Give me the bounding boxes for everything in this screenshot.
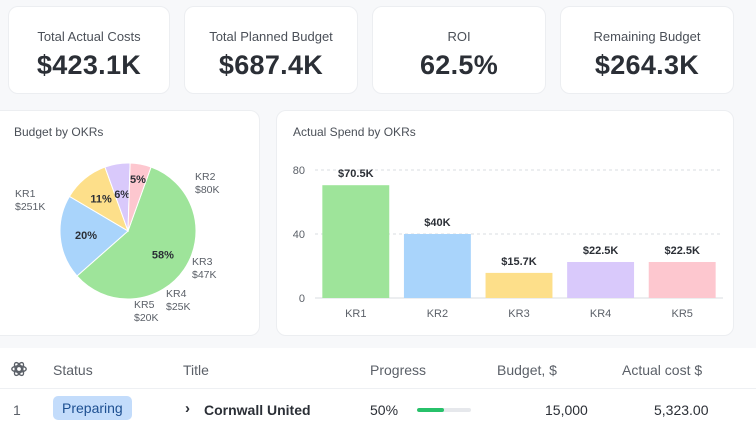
x-tick-label: KR5 xyxy=(671,308,692,320)
kpi-card-total-planned-budget: Total Planned Budget $687.4K xyxy=(184,6,358,94)
bar-value-label: $70.5K xyxy=(338,168,374,180)
kpi-label: Total Actual Costs xyxy=(37,29,141,44)
actual-spend-bar-chart: 80 40 0 $70.5K KR1 $40K KR2 $15.7K KR3 $22.5K KR4 $… xyxy=(293,165,723,320)
pie-slice-kr1[interactable] xyxy=(76,166,197,300)
bar-kr1[interactable] xyxy=(322,185,390,298)
kpi-card-roi: ROI 62.5% xyxy=(372,6,546,94)
kpi-card-remaining-budget: Remaining Budget $264.3K xyxy=(560,6,734,94)
pie-slice-amount-label: $47K xyxy=(192,269,217,281)
kpi-card-total-actual-costs: Total Actual Costs $423.1K xyxy=(8,6,170,94)
pie-percent-label: 20% xyxy=(75,230,97,242)
budget-by-okrs-panel: Budget by OKRs 58% KR1 $251K 20% KR2 $80K 11% K… xyxy=(0,110,260,336)
kpi-label: Remaining Budget xyxy=(593,29,701,44)
x-tick-label: KR4 xyxy=(590,308,611,320)
panel-title: Budget by OKRs xyxy=(14,125,104,139)
kpi-value: $423.1K xyxy=(36,50,142,80)
bar-value-label: $22.5K xyxy=(664,245,700,257)
bar-kr3[interactable] xyxy=(485,272,553,298)
expand-chevron-icon[interactable]: › xyxy=(185,400,190,417)
gear-icon xyxy=(11,361,27,377)
status-badge[interactable]: Preparing xyxy=(53,396,132,420)
header-divider xyxy=(0,388,756,389)
y-tick-label: 0 xyxy=(299,293,305,305)
column-header-actual-cost[interactable]: Actual cost $ xyxy=(622,362,703,378)
bar-value-label: $40K xyxy=(424,217,450,229)
column-header-title[interactable]: Title xyxy=(183,362,209,378)
pie-slice-name-label: KR3 xyxy=(192,256,213,268)
bar-kr2[interactable] xyxy=(403,234,471,298)
pie-percent-label: 58% xyxy=(152,250,174,262)
x-tick-label: KR1 xyxy=(345,308,366,320)
progress-bar-fill xyxy=(417,408,444,412)
pie-slice-amount-label: $25K xyxy=(166,301,191,313)
bar-kr5[interactable] xyxy=(648,262,716,298)
panel-title: Actual Spend by OKRs xyxy=(293,125,416,139)
kpi-value: 62.5% xyxy=(419,50,499,80)
pie-slice-amount-label: $80K xyxy=(195,184,220,196)
pie-percent-label: 6% xyxy=(114,189,130,201)
actual-cost-value: 5,323.00 xyxy=(654,402,709,418)
row-title[interactable]: Cornwall United xyxy=(204,402,311,418)
progress-bar xyxy=(417,408,471,412)
column-settings-icon[interactable] xyxy=(10,360,28,378)
pie-slice-kr2[interactable] xyxy=(59,195,129,277)
actual-spend-by-okrs-panel: Actual Spend by OKRs 80 40 0 $70.5K KR1 $40K K… xyxy=(276,110,734,336)
y-tick-label: 40 xyxy=(293,229,305,241)
column-header-budget[interactable]: Budget, $ xyxy=(497,362,557,378)
bar-value-label: $15.7K xyxy=(501,256,537,268)
x-tick-label: KR3 xyxy=(508,308,529,320)
progress-label: 50% xyxy=(370,402,399,418)
kpi-label: ROI xyxy=(447,29,471,44)
pie-slice-name-label: KR5 xyxy=(134,299,155,311)
pie-slice-name-label: KR2 xyxy=(195,171,216,183)
okr-table: Status Title Progress Budget, $ Actual c… xyxy=(0,348,756,435)
pie-slice-amount-label: $20K xyxy=(134,312,159,324)
pie-slice-kr5[interactable] xyxy=(127,162,152,232)
kpi-value: $264.3K xyxy=(594,50,700,80)
bar-kr4[interactable] xyxy=(567,262,635,298)
kpi-value: $687.4K xyxy=(218,50,324,80)
x-tick-label: KR2 xyxy=(427,308,448,320)
column-header-progress[interactable]: Progress xyxy=(370,362,427,378)
kpi-label: Total Planned Budget xyxy=(209,29,333,44)
budget-pie-chart: 58% KR1$251K 20% KR2$80K 11% KR3$47K 6% KR4$25K… xyxy=(15,162,220,324)
pie-slice-amount-label: $251K xyxy=(15,201,45,213)
budget-value: 15,000 xyxy=(545,402,588,418)
row-index: 1 xyxy=(13,402,21,418)
bar-value-label: $22.5K xyxy=(583,245,619,257)
column-header-status[interactable]: Status xyxy=(53,362,93,378)
pie-slice-name-label: KR4 xyxy=(166,288,187,300)
pie-percent-label: 11% xyxy=(90,194,112,206)
y-tick-label: 80 xyxy=(293,165,305,177)
pie-slice-name-label: KR1 xyxy=(15,188,36,200)
pie-percent-label: 5% xyxy=(130,174,146,186)
